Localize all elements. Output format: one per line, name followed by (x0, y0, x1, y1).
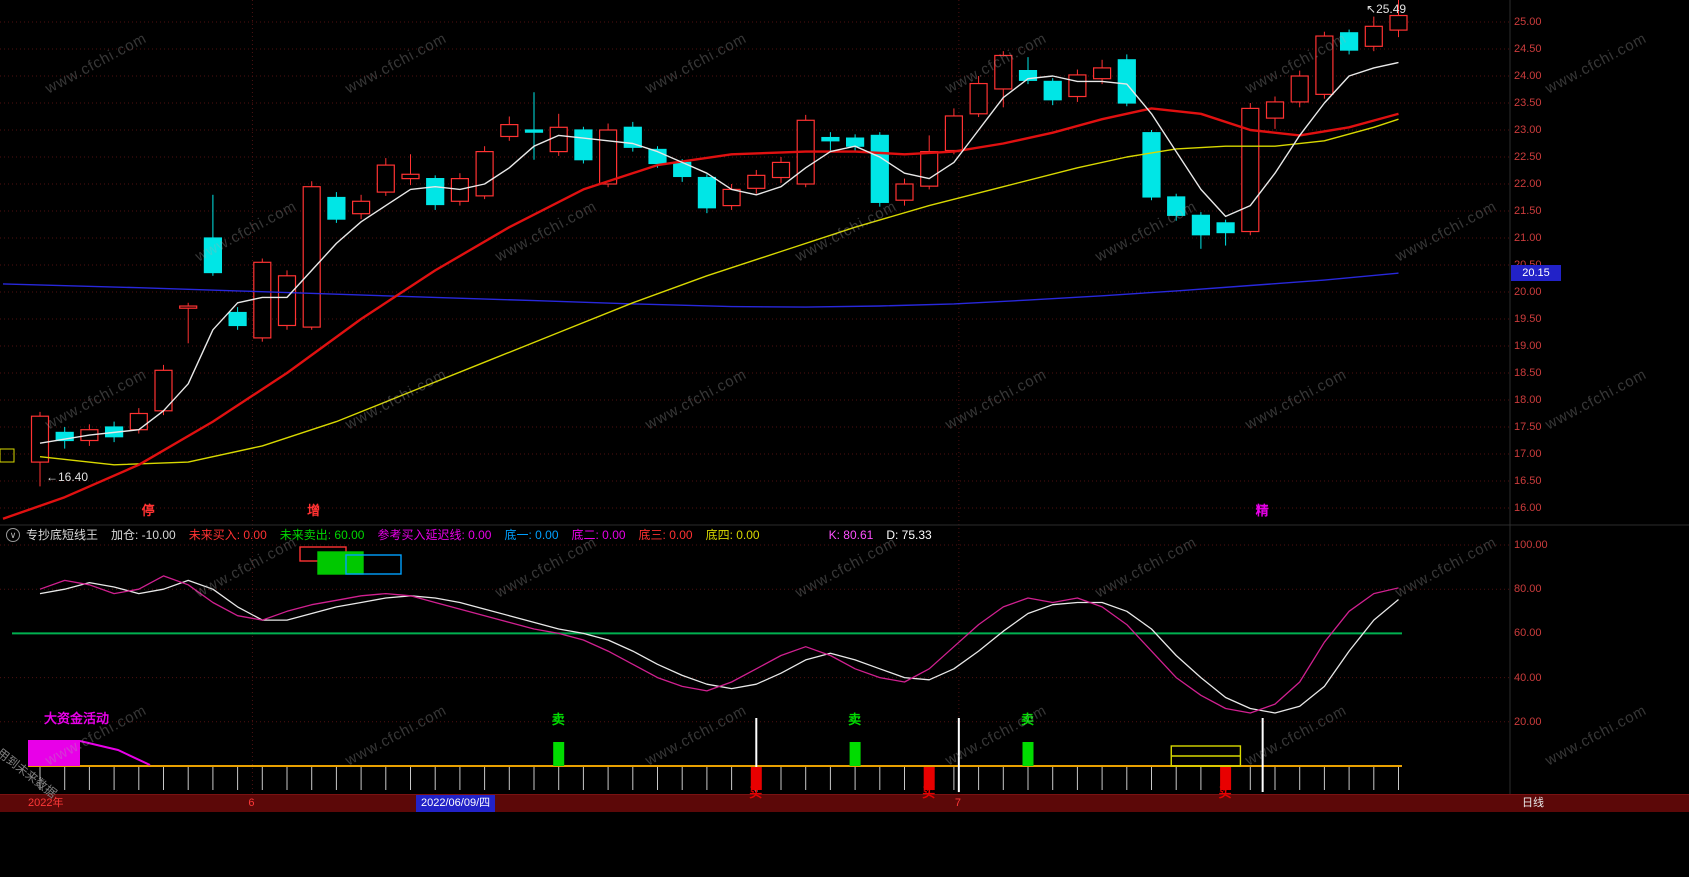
indicator-field: 参考买入延迟线: 0.00 (377, 528, 492, 542)
indicator-field: 底四: 0.00 (705, 528, 760, 542)
indicator-header: 专抄底短线王 加仓: -10.00 未来买入: 0.00 未来卖出: 60.00 参考买… (26, 526, 932, 543)
month-label: 7 (954, 797, 961, 809)
year-label: 2022年 (28, 797, 64, 809)
ma-price-tag: 20.15 (1511, 265, 1561, 282)
indicator-name[interactable]: 专抄底短线王 (26, 528, 99, 542)
annotation-arrow-icon: ↖ (1366, 2, 1377, 16)
indicator-field: D: 75.33 (886, 527, 932, 542)
indicator-field: 底三: 0.00 (638, 528, 693, 542)
indicator-field: 未来卖出: 60.00 (279, 528, 365, 542)
indicator-field: 底二: 0.00 (571, 528, 626, 542)
high-price-value: 25.49 (1376, 2, 1407, 16)
indicator-field: K: 80.61 (828, 527, 874, 542)
month-label: 6 (248, 797, 255, 809)
status-bar: 2022年 2022/06/09/四 日线 6 7 (0, 794, 1689, 812)
high-price-annotation: ↖25.49 (1366, 2, 1406, 16)
low-price-value: 16.40 (58, 470, 89, 484)
indicator-field: 加仓: -10.00 (111, 528, 176, 542)
period-label[interactable]: 日线 (1522, 797, 1544, 809)
indicator-field: 底一: 0.00 (504, 528, 559, 542)
indicator-field: 未来买入: 0.00 (188, 528, 267, 542)
current-date-label: 2022/06/09/四 (416, 795, 496, 812)
low-price-annotation: ←16.40 (46, 470, 88, 484)
annotation-arrow-icon: ← (46, 470, 58, 484)
collapse-panel-icon[interactable]: ∨ (6, 528, 20, 542)
